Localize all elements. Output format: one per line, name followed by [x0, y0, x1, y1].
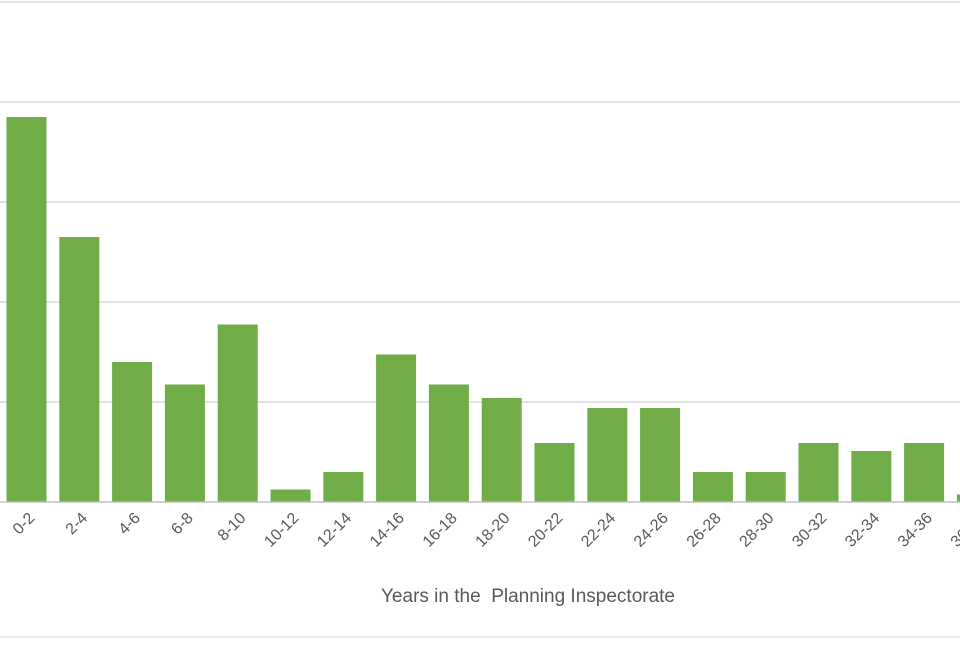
bar-30-32 — [799, 443, 839, 502]
bar-32-34 — [851, 451, 891, 502]
bar-14-16 — [376, 355, 416, 503]
bar-6-8 — [165, 385, 205, 503]
x-axis-title: Years in the Planning Inspectorate — [381, 586, 675, 607]
bar-22-24 — [587, 408, 627, 502]
bar-34-36 — [904, 443, 944, 502]
bar-20-22 — [535, 443, 575, 502]
bar-18-20 — [482, 398, 522, 502]
bar-4-6 — [112, 362, 152, 502]
bar-8-10 — [218, 325, 258, 503]
bar-0-2 — [7, 117, 47, 502]
bar-24-26 — [640, 408, 680, 502]
bar-10-12 — [271, 490, 311, 503]
bar-12-14 — [323, 472, 363, 502]
bar-16-18 — [429, 385, 469, 503]
bar-26-28 — [693, 472, 733, 502]
bar-28-30 — [746, 472, 786, 502]
bar-2-4 — [59, 237, 99, 502]
